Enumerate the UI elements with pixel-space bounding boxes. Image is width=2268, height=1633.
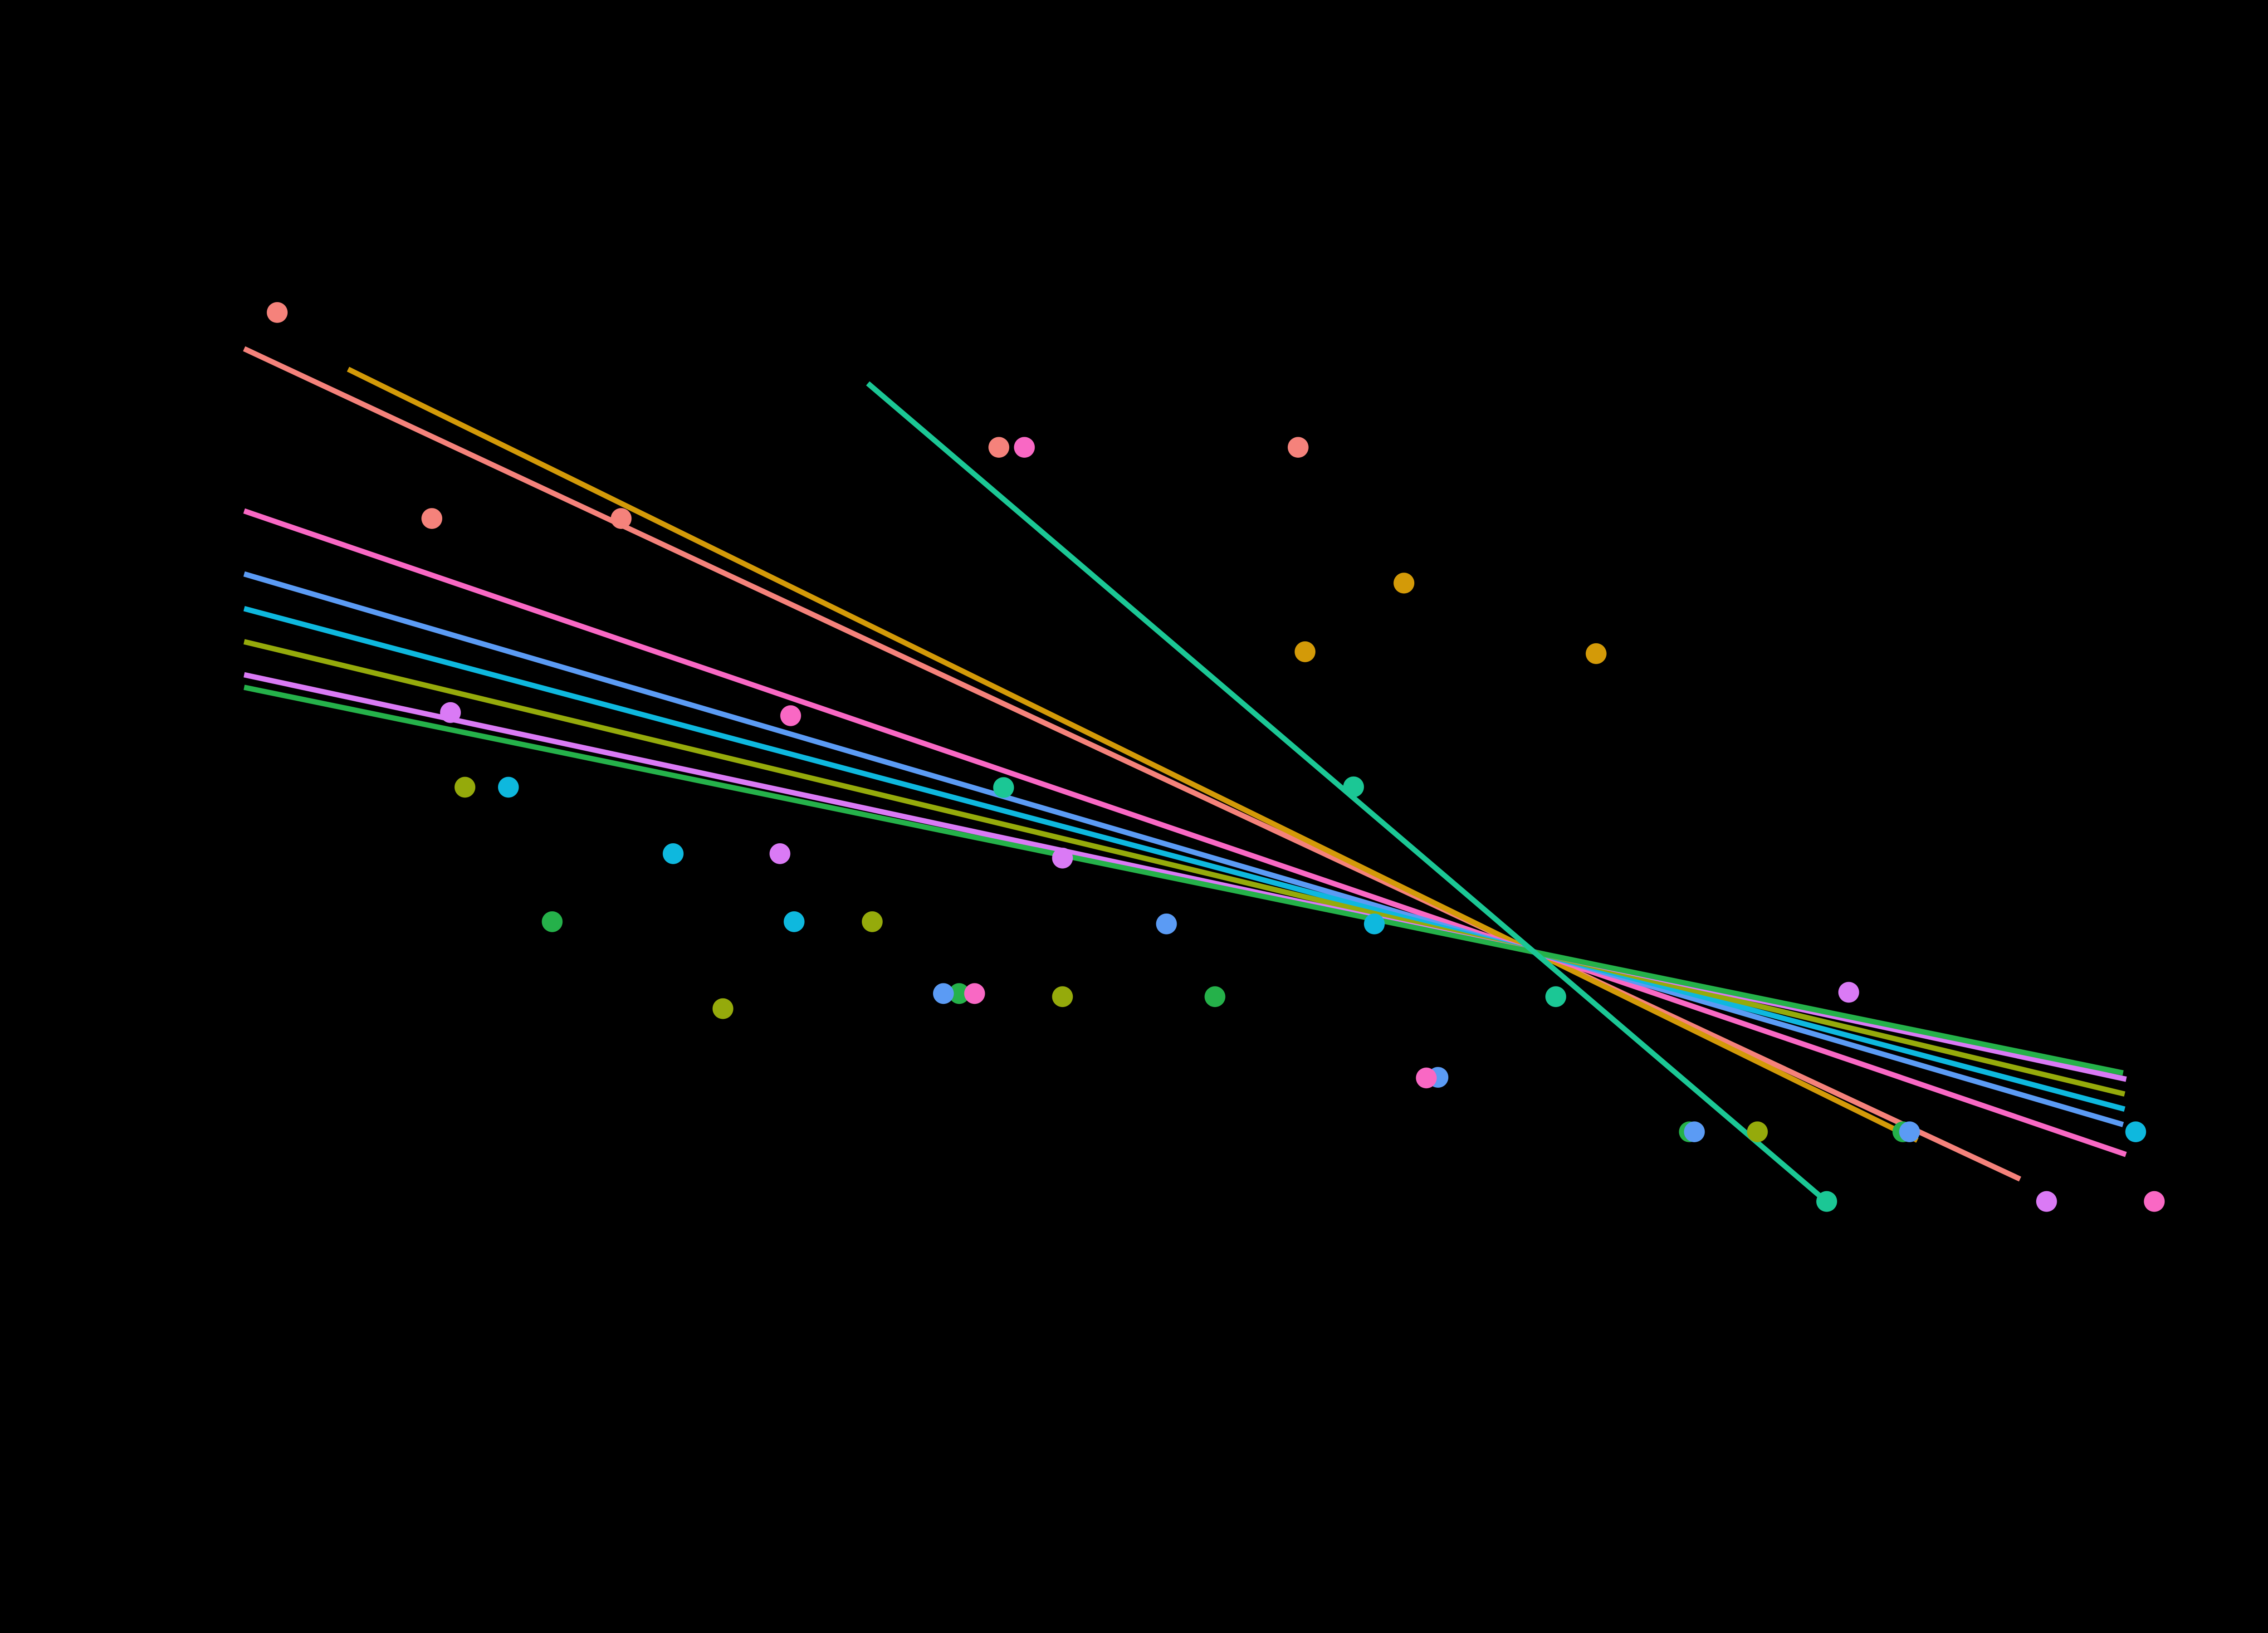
scatter-dot-salmon <box>988 437 1009 458</box>
scatter-dot-violet <box>440 702 461 723</box>
scatter-dot-salmon <box>1287 437 1309 458</box>
trendline-pink <box>243 508 2127 1157</box>
scatter-dot-orange <box>1393 572 1415 594</box>
scatter-dot-cyan <box>498 777 519 798</box>
scatter-dot-pink <box>2144 1191 2165 1212</box>
trendline-cyan <box>243 606 2126 1112</box>
scatter-dot-blue <box>1156 913 1177 934</box>
scatter-dot-blue <box>1899 1121 1920 1143</box>
scatter-dot-pink <box>780 705 801 726</box>
trendline-orange <box>347 367 1919 1143</box>
trendline-green <box>244 684 2124 1076</box>
trendline-violet <box>243 672 2127 1082</box>
trendline-blue <box>243 571 2124 1127</box>
scatter-dot-teal <box>1343 776 1364 797</box>
scatter-dot-blue <box>1684 1121 1705 1143</box>
scatter-dot-olive <box>455 777 475 798</box>
scatter-dot-violet <box>2036 1191 2057 1212</box>
scatter-dot-salmon <box>611 508 632 529</box>
scatter-dot-pink <box>964 983 985 1004</box>
scatter-dot-cyan <box>663 843 684 864</box>
scatter-dot-olive <box>1052 986 1073 1007</box>
scatter-dot-blue <box>933 983 954 1004</box>
scatter-dot-cyan <box>2125 1121 2146 1143</box>
scatter-dot-pink <box>1014 437 1035 458</box>
scatter-dot-violet <box>1052 847 1073 869</box>
scatter-dot-olive <box>712 998 733 1019</box>
scatter-dot-olive <box>1747 1121 1768 1143</box>
scatter-dot-pink <box>1416 1067 1437 1089</box>
scatter-dot-teal <box>1545 986 1566 1007</box>
scatter-dot-cyan <box>783 911 805 932</box>
scatter-dot-green <box>1204 986 1226 1007</box>
scatter-dot-orange <box>1585 643 1607 664</box>
scatter-dot-violet <box>769 843 791 864</box>
scatter-dot-green <box>542 911 563 932</box>
scatter-dot-olive <box>862 911 883 932</box>
scatter-dot-cyan <box>1364 913 1385 934</box>
scatter-dot-green <box>948 983 970 1004</box>
trendline-salmon <box>243 346 2021 1182</box>
scatter-dot-salmon <box>421 508 442 529</box>
scatter-dot-teal <box>993 777 1014 798</box>
scatter-dot-violet <box>1838 982 1859 1003</box>
scatter-dot-salmon <box>267 302 288 323</box>
scatter-dot-orange <box>1295 641 1315 662</box>
scatter-dot-teal <box>1816 1191 1837 1212</box>
trendline-olive <box>243 639 2126 1097</box>
